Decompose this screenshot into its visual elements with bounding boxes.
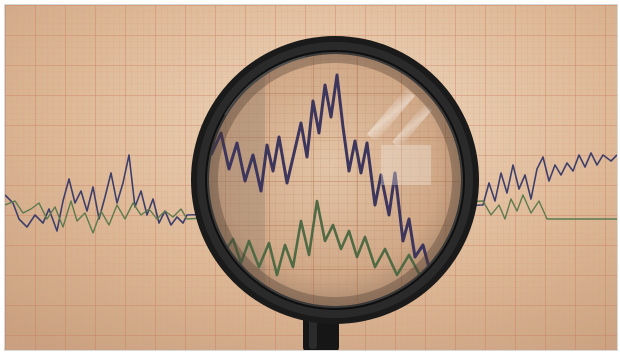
seismograph-photo bbox=[4, 4, 618, 351]
magnified-trace-green bbox=[215, 199, 452, 283]
seismic-trace-green bbox=[5, 194, 617, 234]
seismic-trace-dark bbox=[5, 152, 617, 232]
magnified-trace-dark bbox=[209, 73, 453, 277]
magnified-view bbox=[209, 54, 461, 306]
photo-scene bbox=[5, 5, 617, 350]
